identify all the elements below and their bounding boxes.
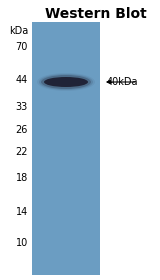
Ellipse shape [41, 75, 91, 89]
Text: 18: 18 [16, 173, 28, 183]
Text: 40kDa: 40kDa [107, 77, 139, 87]
Bar [32, 22, 100, 275]
Text: Western Blot: Western Blot [45, 7, 147, 21]
Ellipse shape [44, 77, 88, 87]
Text: 33: 33 [16, 102, 28, 112]
Ellipse shape [37, 73, 95, 91]
Text: kDa: kDa [9, 26, 28, 36]
Text: 22: 22 [16, 147, 28, 157]
Text: 70: 70 [16, 42, 28, 52]
Text: 26: 26 [16, 125, 28, 135]
Text: 44: 44 [16, 75, 28, 85]
Ellipse shape [39, 74, 93, 90]
Text: 10: 10 [16, 238, 28, 248]
Text: 14: 14 [16, 207, 28, 217]
